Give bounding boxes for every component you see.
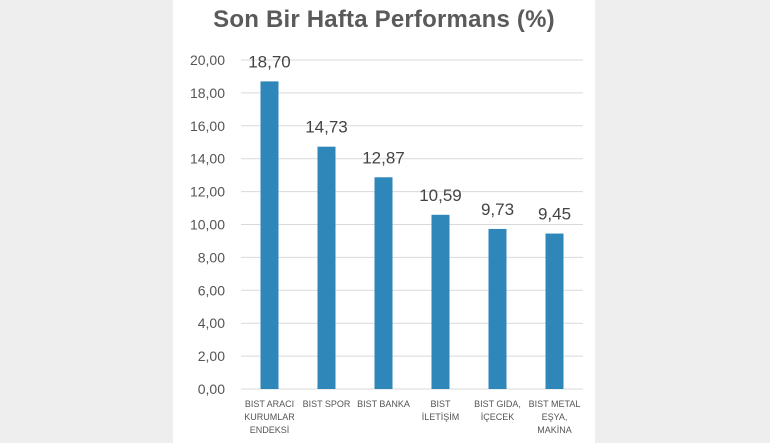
y-tick-label: 12,00 xyxy=(190,184,225,200)
chart-panel: Son Bir Hafta Performans (%) 0,00 2,00 4,0… xyxy=(173,0,595,443)
data-label: 10,59 xyxy=(419,186,462,205)
category-label: BIST xyxy=(430,399,451,409)
bar xyxy=(317,146,336,389)
category-label: BIST SPOR xyxy=(303,399,351,409)
data-label: 9,73 xyxy=(481,200,514,219)
category-label: İÇECEK xyxy=(481,412,515,422)
category-label: ENDEKSİ xyxy=(250,425,290,435)
y-tick-label: 8,00 xyxy=(198,249,225,265)
data-label: 18,70 xyxy=(248,52,291,71)
y-tick-label: 2,00 xyxy=(198,348,225,364)
category-label: BIST METAL xyxy=(529,399,581,409)
category-label: EŞYA, xyxy=(542,412,568,422)
y-tick-label: 18,00 xyxy=(190,85,225,101)
data-label: 12,87 xyxy=(362,148,405,167)
y-tick-label: 10,00 xyxy=(190,217,225,233)
y-tick-label: 6,00 xyxy=(198,282,225,298)
y-tick-label: 14,00 xyxy=(190,151,225,167)
y-tick-label: 20,00 xyxy=(190,52,225,68)
y-tick-label: 4,00 xyxy=(198,315,225,331)
bar xyxy=(374,177,393,389)
y-tick-label: 16,00 xyxy=(190,118,225,134)
data-label: 14,73 xyxy=(305,118,348,137)
category-label: BIST GIDA, xyxy=(474,399,521,409)
y-tick-label: 0,00 xyxy=(198,381,225,397)
category-label: BIST ARACI xyxy=(245,399,294,409)
category-label: BIST BANKA xyxy=(357,399,410,409)
bar xyxy=(545,233,564,389)
chart-title: Son Bir Hafta Performans (%) xyxy=(213,6,555,33)
bar xyxy=(260,81,279,389)
category-label: İLETİŞİM xyxy=(422,412,460,422)
category-label: KURUMLAR xyxy=(244,412,295,422)
bar xyxy=(488,228,507,389)
bar-chart: 0,00 2,00 4,00 6,00 8,00 10,00 12,00 14,00 16,00… xyxy=(190,52,583,435)
bar xyxy=(431,214,450,389)
category-label: MAKİNA xyxy=(537,425,572,435)
data-label: 9,45 xyxy=(538,205,571,224)
